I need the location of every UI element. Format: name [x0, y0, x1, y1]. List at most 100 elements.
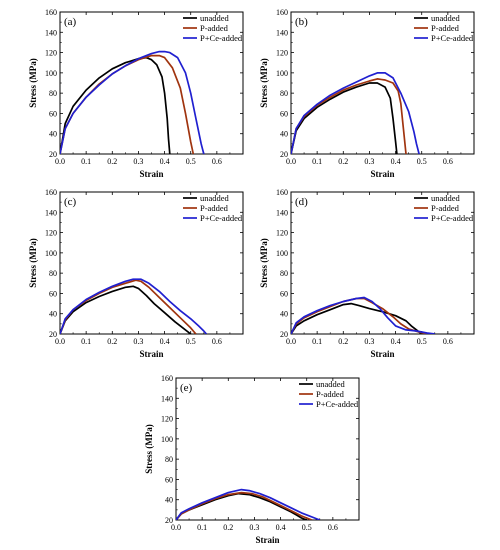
y-tick-label: 40 — [280, 130, 288, 139]
legend-label: unadded — [316, 379, 346, 389]
y-tick-label: 60 — [49, 289, 57, 298]
series-line-p-ce-added — [60, 278, 208, 334]
x-tick-label: 0.0 — [171, 523, 181, 532]
series-line-unadded — [291, 302, 423, 334]
x-tick-label: 0.6 — [443, 157, 453, 166]
x-tick-label: 0.0 — [55, 337, 65, 346]
y-tick-label: 80 — [49, 269, 57, 278]
legend-label: P+Ce-added — [431, 213, 474, 223]
x-tick-label: 0.1 — [312, 337, 322, 346]
x-axis-title: Strain — [370, 349, 394, 359]
series-line-p-added — [291, 297, 428, 334]
y-tick-label: 140 — [45, 28, 57, 37]
x-tick-label: 0.2 — [107, 337, 117, 346]
y-tick-label: 120 — [161, 415, 173, 424]
y-tick-label: 40 — [49, 310, 57, 319]
x-tick-label: 0.2 — [338, 337, 348, 346]
y-axis-title: Stress (MPa) — [28, 238, 38, 288]
x-tick-label: 0.6 — [212, 157, 222, 166]
x-axis-title: Strain — [370, 169, 394, 179]
series-line-p-ce-added — [176, 488, 321, 520]
x-tick-label: 0.1 — [81, 337, 91, 346]
y-axis-title: Stress (MPa) — [144, 424, 154, 474]
panel-e: 0.0 0.1 0.2 0.3 0.4 0.5 0.6 20 40 60 80 100 120 140 16… — [144, 374, 360, 545]
y-tick-label: 40 — [49, 130, 57, 139]
x-tick-label: 0.4 — [160, 337, 170, 346]
legend-label: P+Ce-added — [431, 33, 474, 43]
x-axis-title: Strain — [139, 169, 163, 179]
y-tick-label: 120 — [276, 49, 288, 58]
x-tick-label: 0.2 — [107, 157, 117, 166]
y-axis-title: Stress (MPa) — [259, 58, 269, 108]
legend-label: P+Ce-added — [200, 33, 243, 43]
y-tick-label: 120 — [276, 229, 288, 238]
y-tick-label: 140 — [276, 28, 288, 37]
panel-label: (e) — [180, 382, 193, 394]
y-tick-label: 20 — [49, 330, 57, 339]
y-tick-label: 100 — [161, 435, 173, 444]
panel-label: (c) — [64, 196, 77, 208]
x-tick-label: 0.1 — [312, 157, 322, 166]
y-tick-label: 20 — [49, 150, 57, 159]
y-tick-label: 100 — [45, 69, 57, 78]
x-tick-label: 0.4 — [276, 523, 286, 532]
y-tick-label: 160 — [45, 188, 57, 197]
x-tick-label: 0.2 — [338, 157, 348, 166]
panel-b: 0.0 0.1 0.2 0.3 0.4 0.5 0.6 20 40 60 80 100 120 140 16… — [259, 8, 475, 179]
panel-label: (b) — [295, 16, 308, 28]
x-tick-label: 0.3 — [133, 157, 143, 166]
y-axis-title: Stress (MPa) — [28, 58, 38, 108]
y-tick-label: 20 — [165, 516, 173, 525]
x-axis-title: Strain — [255, 535, 279, 545]
legend-label: unadded — [200, 193, 230, 203]
panel-d: 0.0 0.1 0.2 0.3 0.4 0.5 0.6 20 40 60 80 100 120 140 16… — [259, 188, 475, 359]
x-tick-label: 0.3 — [364, 337, 374, 346]
legend-label: P+Ce-added — [200, 213, 243, 223]
legend-label: P-added — [200, 203, 229, 213]
x-tick-label: 0.4 — [391, 337, 401, 346]
x-tick-label: 0.4 — [160, 157, 170, 166]
x-tick-label: 0.1 — [81, 157, 91, 166]
x-tick-label: 0.0 — [286, 337, 296, 346]
y-tick-label: 60 — [49, 109, 57, 118]
y-tick-label: 160 — [161, 374, 173, 383]
y-tick-label: 20 — [280, 150, 288, 159]
y-tick-label: 60 — [280, 109, 288, 118]
legend-label: P-added — [431, 203, 460, 213]
series-line-unadded — [60, 285, 192, 334]
panel-label: (d) — [295, 196, 308, 208]
legend-label: P-added — [200, 23, 229, 33]
x-axis-title: Strain — [139, 349, 163, 359]
y-tick-label: 100 — [276, 249, 288, 258]
x-tick-label: 0.3 — [249, 523, 259, 532]
y-tick-label: 140 — [276, 208, 288, 217]
y-tick-label: 120 — [45, 229, 57, 238]
y-tick-label: 140 — [45, 208, 57, 217]
y-tick-label: 140 — [161, 394, 173, 403]
y-tick-label: 80 — [49, 89, 57, 98]
y-tick-label: 160 — [276, 8, 288, 17]
x-tick-label: 0.0 — [55, 157, 65, 166]
x-tick-label: 0.6 — [443, 337, 453, 346]
x-tick-label: 0.5 — [417, 157, 427, 166]
y-tick-label: 40 — [165, 496, 173, 505]
x-tick-label: 0.5 — [186, 157, 196, 166]
y-tick-label: 60 — [165, 475, 173, 484]
y-tick-label: 120 — [45, 49, 57, 58]
y-tick-label: 60 — [280, 289, 288, 298]
y-tick-label: 100 — [45, 249, 57, 258]
x-tick-label: 0.6 — [328, 523, 338, 532]
y-tick-label: 80 — [280, 269, 288, 278]
y-axis-title: Stress (MPa) — [259, 238, 269, 288]
series-line-p-added — [176, 491, 313, 520]
y-tick-label: 80 — [280, 89, 288, 98]
legend-label: unadded — [431, 13, 461, 23]
series-line-p-ce-added — [291, 296, 435, 334]
x-tick-label: 0.4 — [391, 157, 401, 166]
y-tick-label: 160 — [45, 8, 57, 17]
y-tick-label: 80 — [165, 455, 173, 464]
x-tick-label: 0.5 — [417, 337, 427, 346]
x-tick-label: 0.5 — [302, 523, 312, 532]
